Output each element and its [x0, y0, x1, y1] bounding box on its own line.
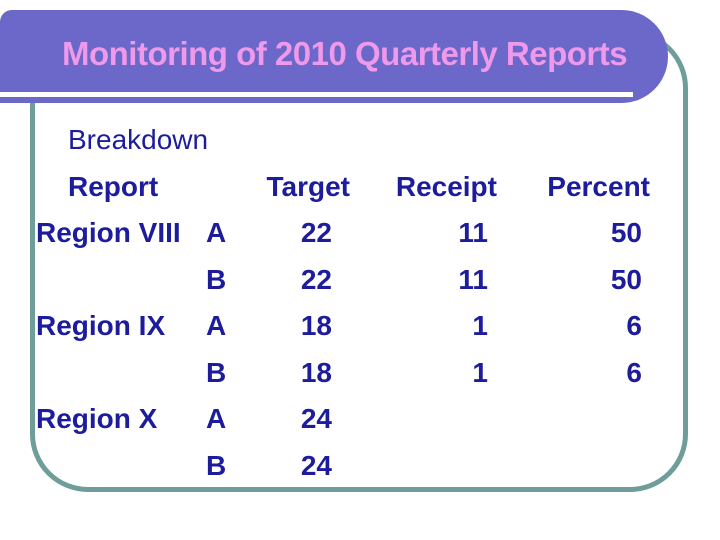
target-cell: 18 — [300, 356, 332, 388]
target-cell: 24 — [300, 403, 332, 435]
region-cell: Region X — [36, 403, 158, 435]
region-cell: Region VIII — [36, 217, 181, 249]
report-letter-cell: B — [206, 449, 227, 481]
table-row: B 18 1 6 — [36, 350, 648, 397]
col-header-target: Target — [266, 170, 351, 202]
receipt-cell: 11 — [458, 263, 488, 295]
target-cell: 22 — [300, 263, 332, 295]
col-header-percent: Percent — [547, 170, 650, 202]
receipt-cell: 11 — [458, 217, 488, 249]
report-letter-cell: B — [206, 356, 227, 388]
report-table: Breakdown Report Target Receipt Percent … — [36, 117, 650, 489]
title-bar: Monitoring of 2010 Quarterly Reports — [0, 10, 668, 103]
percent-cell: 6 — [626, 310, 642, 342]
table-row: Region VIII A 22 11 50 — [36, 210, 648, 257]
title-underline — [0, 92, 633, 97]
percent-cell: 50 — [610, 263, 642, 295]
receipt-cell: 1 — [472, 310, 488, 342]
percent-cell: 6 — [626, 356, 642, 388]
table-header-row: Report Target Receipt Percent — [36, 164, 650, 211]
col-header-receipt: Receipt — [395, 170, 497, 202]
percent-cell: 50 — [610, 217, 642, 249]
col-header-report: Report — [68, 170, 159, 202]
table-intro-row: Breakdown — [36, 117, 648, 164]
region-cell: Region IX — [36, 310, 166, 342]
table-rows: Region VIII A 22 11 50 B 22 11 50 Region IX A 18 1 6 B… — [36, 210, 648, 489]
target-cell: 18 — [300, 310, 332, 342]
target-cell: 24 — [300, 449, 332, 481]
report-letter-cell: A — [206, 310, 227, 342]
target-cell: 22 — [300, 217, 332, 249]
table-row: B 24 — [36, 443, 648, 490]
report-letter-cell: A — [206, 403, 227, 435]
table-row: Region IX A 18 1 6 — [36, 303, 648, 350]
receipt-cell: 1 — [472, 356, 488, 388]
table-row: Region X A 24 — [36, 396, 648, 443]
breakdown-label: Breakdown — [68, 124, 209, 156]
content-box — [30, 30, 688, 492]
slide-title: Monitoring of 2010 Quarterly Reports — [62, 34, 628, 72]
report-letter-cell: A — [206, 217, 227, 249]
report-letter-cell: B — [206, 263, 227, 295]
table-row: B 22 11 50 — [36, 257, 648, 304]
